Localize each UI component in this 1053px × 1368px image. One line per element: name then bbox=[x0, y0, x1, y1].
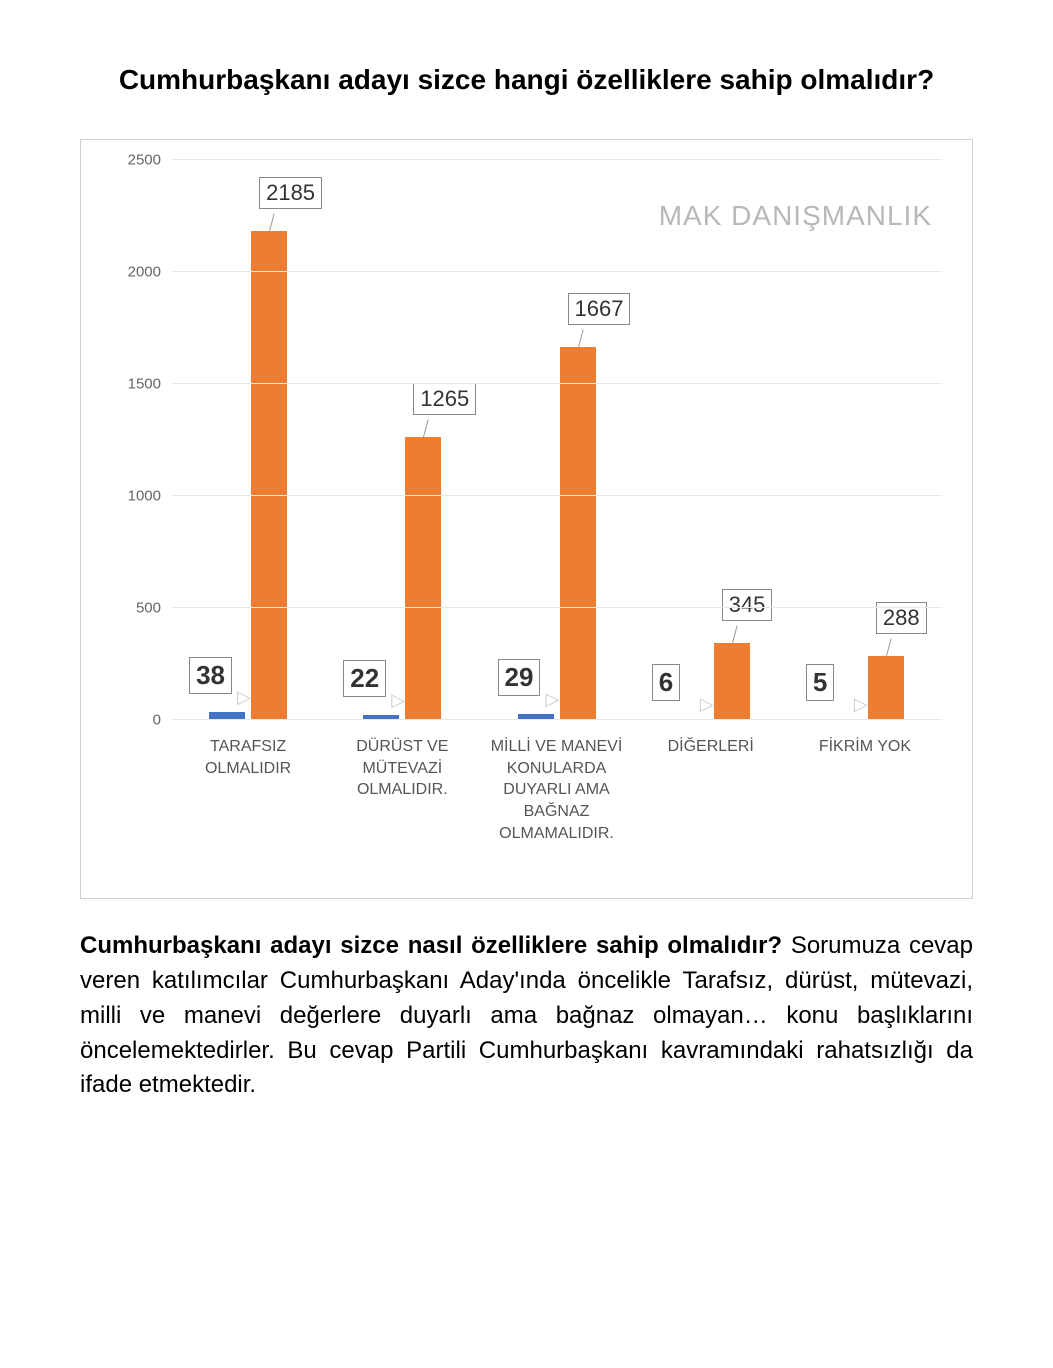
leader-line bbox=[886, 638, 892, 656]
leader-line bbox=[732, 625, 738, 643]
y-tick-label: 500 bbox=[116, 600, 161, 617]
bar-orange: 345 bbox=[714, 643, 750, 720]
body-lead: Cumhurbaşkanı adayı sizce nasıl özellikl… bbox=[80, 932, 782, 959]
leader-arrow: ▷ bbox=[854, 694, 868, 715]
x-axis-label: TARAFSIZ OLMALIDIR bbox=[171, 728, 325, 898]
leader-arrow: ▷ bbox=[237, 687, 251, 708]
data-label-blue: 38 bbox=[189, 657, 232, 694]
data-label-orange: 345 bbox=[722, 589, 773, 621]
leader-arrow: ▷ bbox=[391, 690, 405, 711]
grid-line bbox=[171, 159, 942, 160]
bar-orange: 1265 bbox=[405, 437, 441, 720]
y-tick-label: 2000 bbox=[116, 264, 161, 281]
bar-orange: 2185 bbox=[251, 231, 287, 720]
page-title: Cumhurbaşkanı adayı sizce hangi özellikl… bbox=[80, 60, 973, 99]
bar-group: 5 ▷288 bbox=[788, 160, 942, 720]
bar-orange: 1667 bbox=[560, 347, 596, 720]
data-label-orange: 1667 bbox=[568, 293, 631, 325]
grid-line bbox=[171, 383, 942, 384]
y-tick-label: 2500 bbox=[116, 152, 161, 169]
bar-group: 6▷345 bbox=[634, 160, 788, 720]
data-label-orange: 2185 bbox=[259, 177, 322, 209]
data-label-blue: 29 bbox=[498, 659, 541, 696]
x-axis-label: DİĞERLERİ bbox=[634, 728, 788, 898]
data-label-blue: 22 bbox=[343, 660, 386, 697]
x-axis-labels: TARAFSIZ OLMALIDIRDÜRÜST VE MÜTEVAZİ OLM… bbox=[171, 728, 942, 898]
bar-group: 29▷1667 bbox=[479, 160, 633, 720]
body-paragraph: Cumhurbaşkanı adayı sizce nasıl özellikl… bbox=[80, 929, 973, 1103]
bar-group: 22▷1265 bbox=[325, 160, 479, 720]
leader-line bbox=[269, 213, 275, 231]
y-tick-label: 1500 bbox=[116, 376, 161, 393]
y-tick-label: 0 bbox=[116, 712, 161, 729]
leader-arrow: ▷ bbox=[700, 694, 714, 715]
x-axis-label: MİLLİ VE MANEVİ KONULARDA DUYARLI AMA BA… bbox=[479, 728, 633, 898]
y-tick-label: 1000 bbox=[116, 488, 161, 505]
grid-line bbox=[171, 719, 942, 720]
bar-chart: MAK DANIŞMANLIK 38▷218522▷126529▷16676▷3… bbox=[80, 139, 973, 899]
bar-group: 38▷2185 bbox=[171, 160, 325, 720]
x-axis-label: FİKRİM YOK bbox=[788, 728, 942, 898]
data-label-blue: 6 bbox=[652, 664, 680, 701]
bars-container: 38▷218522▷126529▷16676▷3455▷288 bbox=[171, 160, 942, 720]
leader-line bbox=[423, 419, 429, 437]
grid-line bbox=[171, 607, 942, 608]
leader-line bbox=[578, 329, 584, 347]
data-label-orange: 1265 bbox=[413, 383, 476, 415]
grid-line bbox=[171, 271, 942, 272]
grid-line bbox=[171, 495, 942, 496]
plot-area: 38▷218522▷126529▷16676▷3455▷288 05001000… bbox=[171, 160, 942, 720]
data-label-blue: 5 bbox=[806, 664, 834, 701]
leader-arrow: ▷ bbox=[546, 689, 560, 710]
x-axis-label: DÜRÜST VE MÜTEVAZİ OLMALIDIR. bbox=[325, 728, 479, 898]
bar-orange: 288 bbox=[868, 656, 904, 721]
